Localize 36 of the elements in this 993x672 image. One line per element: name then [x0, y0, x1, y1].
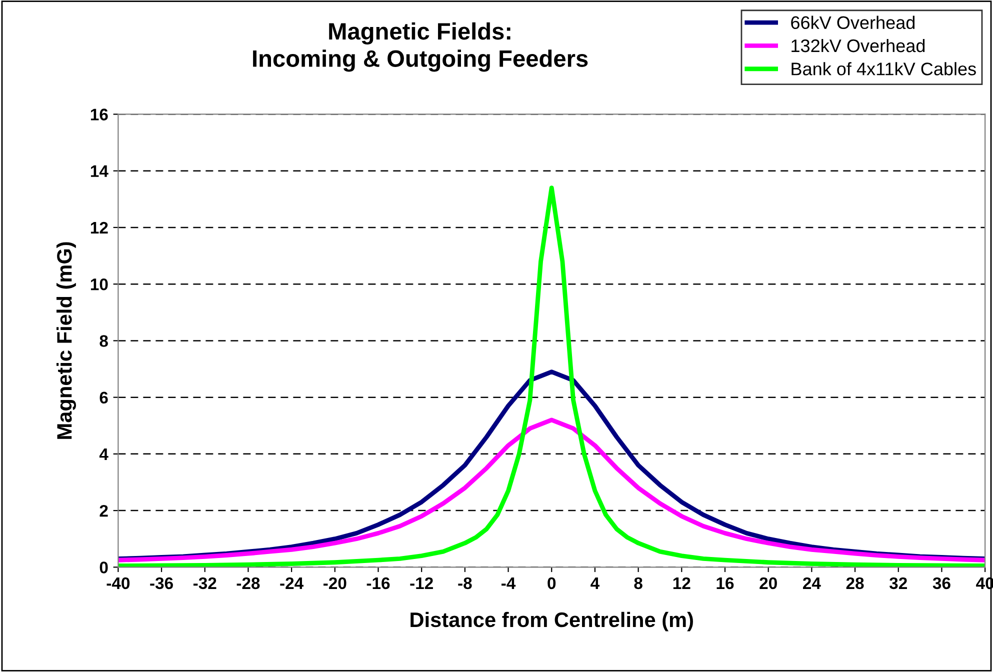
y-tick-label: 10: [90, 278, 108, 290]
y-tick-label: 8: [100, 335, 108, 347]
y-tick-label: 4: [99, 448, 108, 460]
x-tick-label: 28: [846, 577, 864, 590]
x-tick-label: -8: [458, 577, 472, 590]
x-tick-label: -4: [502, 578, 516, 589]
x-tick-label: -16: [366, 577, 390, 590]
x-tick-label: 24: [802, 577, 821, 589]
x-tick-label: 16: [716, 577, 734, 590]
x-tick-label: -32: [193, 577, 216, 590]
x-tick-label: -40: [106, 577, 130, 590]
x-tick-label: 4: [590, 578, 600, 589]
x-tick-label: 0: [548, 577, 556, 590]
x-tick-label: 12: [673, 577, 690, 589]
x-tick-label: 32: [889, 577, 907, 590]
chart-title: Magnetic Fields: Incoming & Outgoing Feeders: [253, 22, 588, 72]
legend-label: Bank of 4x11kV Cables: [792, 62, 976, 76]
y-tick-label: 2: [100, 504, 108, 517]
x-tick-label: 8: [634, 577, 642, 590]
y-tick-label: 0: [100, 562, 108, 574]
x-axis-title: Distance from Centreline (m): [410, 612, 693, 632]
y-tick-label: 12: [90, 222, 108, 234]
line-series: [118, 418, 986, 562]
x-tick-label: 36: [932, 577, 950, 590]
legend-label: 132kV Overhead: [792, 38, 925, 52]
x-tick-label: -36: [150, 577, 173, 590]
y-tick-label: 6: [100, 392, 108, 404]
legend-label: 66kV Overhead: [791, 16, 915, 30]
x-tick-label: 20: [760, 577, 777, 590]
x-tick-label: -20: [323, 577, 346, 590]
y-axis-title: Magnetic Field (mG): [56, 242, 76, 439]
y-tick-label: 16: [90, 108, 108, 120]
x-tick-label: -12: [410, 577, 433, 589]
x-tick-label: -28: [236, 577, 260, 590]
x-tick-label: -24: [280, 577, 304, 589]
y-tick-label: 14: [90, 165, 108, 177]
